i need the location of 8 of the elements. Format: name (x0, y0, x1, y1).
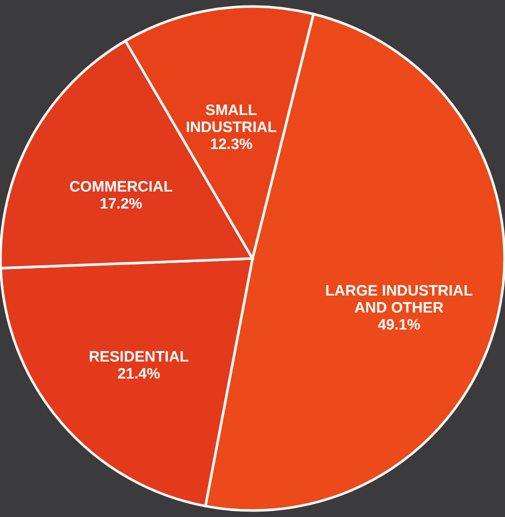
data-label: 21.4% (118, 365, 160, 382)
slice-label: SMALL INDUSTRIAL (186, 102, 277, 136)
data-label: 12.3% (210, 136, 253, 154)
slice-label: RESIDENTIAL (88, 348, 189, 366)
slice-label: LARGE INDUSTRIAL AND OTHER (325, 282, 473, 317)
data-label: 17.2% (100, 195, 142, 212)
data-label: 49.1% (378, 316, 420, 334)
slice-label: COMMERCIAL (69, 178, 173, 196)
